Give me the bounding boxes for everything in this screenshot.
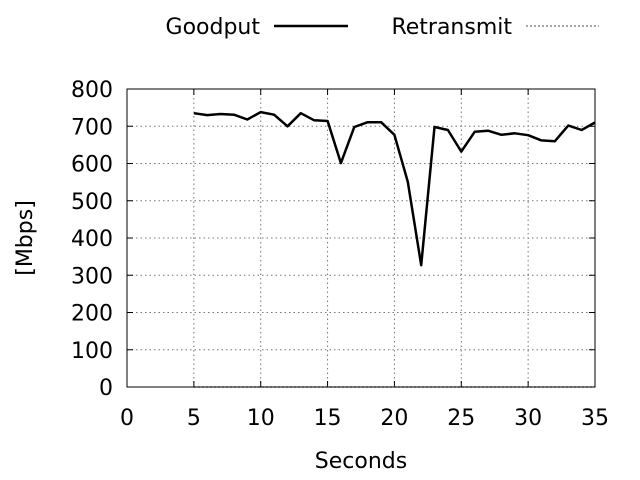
plot-frame — [126, 88, 596, 388]
y-tick-label: 500 — [71, 190, 113, 215]
y-tick-label: 700 — [71, 115, 113, 140]
x-tick-label: 35 — [581, 406, 609, 431]
tick-labels: 0 100 200 300 400 500 600 700 800 0 5 10 15 20 25 30 35 — [71, 78, 609, 431]
y-axis-title: [Mbps] — [13, 200, 38, 276]
y-tick-label: 200 — [71, 302, 113, 327]
y-tick-label: 100 — [71, 339, 113, 364]
y-tick-label: 600 — [71, 153, 113, 178]
x-tick-label: 5 — [187, 406, 201, 431]
y-tick-label: 800 — [71, 78, 113, 103]
x-tick-label: 10 — [247, 406, 275, 431]
y-tick-label: 300 — [71, 264, 113, 289]
x-tick-label: 15 — [314, 406, 342, 431]
y-tick-label: 0 — [99, 376, 113, 401]
x-tick-label: 20 — [380, 406, 408, 431]
legend-label-retransmit: Retransmit — [391, 15, 512, 40]
x-tick-label: 0 — [120, 406, 134, 431]
y-tick-label: 400 — [71, 227, 113, 252]
x-axis-title: Seconds — [315, 449, 407, 474]
series-line-goodput — [193, 110, 596, 267]
x-tick-label: 25 — [447, 406, 475, 431]
legend: Goodput Retransmit — [166, 15, 599, 40]
x-tick-label: 30 — [514, 406, 542, 431]
legend-label-goodput: Goodput — [166, 15, 261, 40]
